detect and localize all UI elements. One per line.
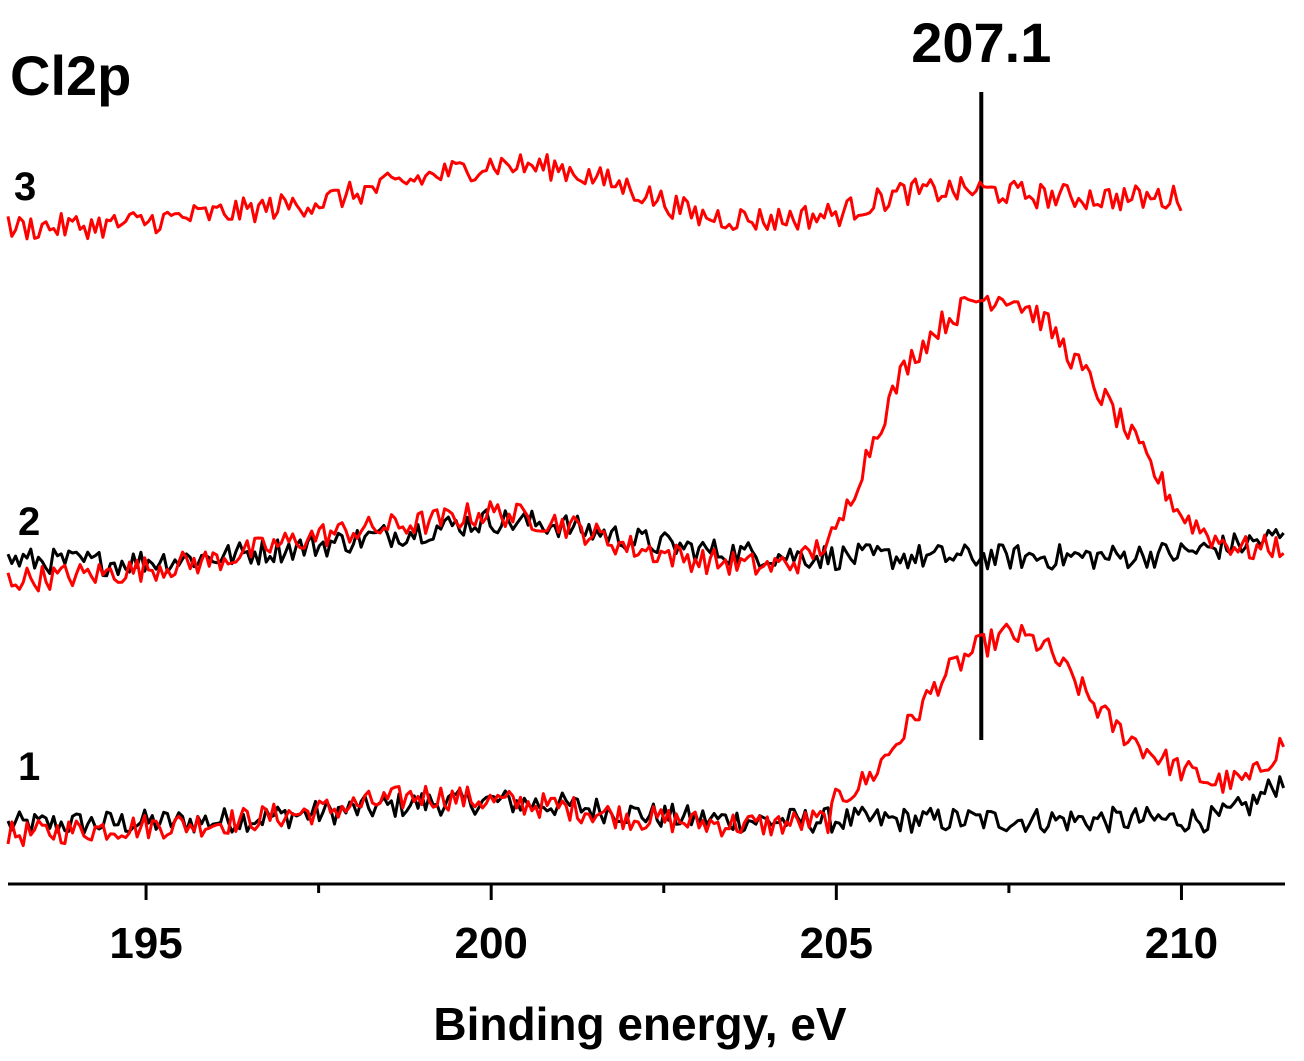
trace-label-2: 2 — [18, 500, 40, 544]
series-layer — [6, 153, 1286, 848]
x-axis-label: Binding energy, eV — [433, 998, 847, 1050]
series-line-2-black — [6, 508, 1285, 578]
x-tick-label: 195 — [109, 919, 182, 968]
x-axis-ticks: 195 200 205 210 — [109, 884, 1218, 968]
series-line-1-black — [6, 775, 1286, 836]
trace-labels: 1 2 3 — [14, 165, 40, 789]
series-line-1-red — [6, 622, 1285, 848]
x-tick-label: 205 — [800, 919, 873, 968]
x-tick-label: 200 — [454, 919, 527, 968]
trace-label-1: 1 — [18, 745, 40, 789]
series-line-2-red — [6, 294, 1285, 593]
chart-title: Cl2p — [10, 44, 131, 107]
series-line-3-red — [6, 153, 1183, 241]
peak-label: 207.1 — [911, 11, 1051, 74]
x-tick-label: 210 — [1145, 919, 1218, 968]
trace-label-3: 3 — [14, 165, 36, 209]
